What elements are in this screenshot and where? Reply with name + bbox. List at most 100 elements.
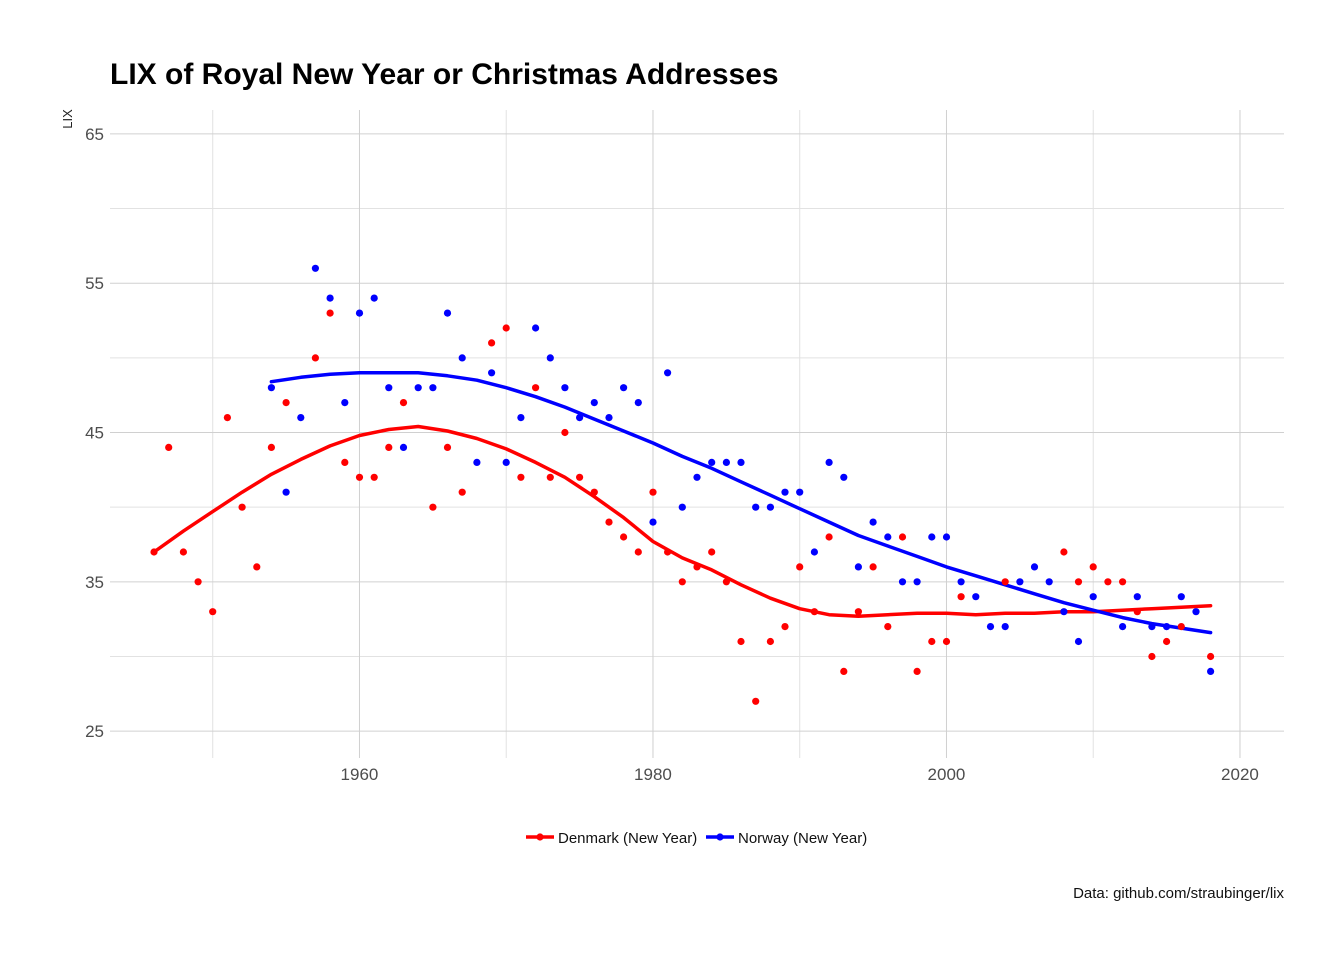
data-point-norway bbox=[664, 369, 672, 377]
data-point-denmark bbox=[546, 473, 554, 481]
data-point-norway bbox=[517, 414, 525, 422]
data-point-norway bbox=[810, 548, 819, 556]
data-point-norway bbox=[488, 369, 496, 377]
data-point-denmark bbox=[854, 608, 863, 616]
data-point-norway bbox=[576, 414, 584, 422]
data-point-norway bbox=[986, 623, 995, 631]
data-point-norway bbox=[693, 473, 701, 481]
data-point-norway bbox=[443, 309, 452, 317]
data-point-norway bbox=[781, 488, 789, 496]
data-point-norway bbox=[825, 458, 833, 466]
data-point-denmark bbox=[1089, 563, 1097, 571]
data-point-denmark bbox=[458, 488, 466, 496]
data-point-denmark bbox=[1207, 652, 1215, 661]
data-point-norway bbox=[869, 518, 877, 526]
data-point-denmark bbox=[1148, 652, 1156, 661]
data-point-denmark bbox=[267, 443, 275, 451]
data-point-denmark bbox=[825, 533, 833, 541]
data-point-norway bbox=[429, 384, 437, 392]
data-point-denmark bbox=[355, 473, 364, 481]
y-axis-label: LIX bbox=[60, 109, 75, 129]
data-point-norway bbox=[928, 533, 936, 541]
data-point-denmark bbox=[942, 637, 951, 646]
data-point-denmark bbox=[179, 548, 187, 556]
data-point-norway bbox=[634, 399, 642, 407]
data-point-denmark bbox=[737, 637, 745, 646]
data-point-norway bbox=[840, 473, 848, 481]
data-point-norway bbox=[370, 294, 378, 302]
data-point-norway bbox=[1060, 608, 1068, 616]
data-point-norway bbox=[678, 503, 686, 511]
data-point-denmark bbox=[561, 428, 569, 437]
data-point-norway bbox=[1119, 623, 1127, 631]
data-point-norway bbox=[297, 414, 305, 422]
chart-caption: Data: github.com/straubinger/lix bbox=[1073, 885, 1284, 902]
data-point-norway bbox=[267, 384, 275, 392]
data-point-denmark bbox=[443, 443, 452, 451]
data-point-norway bbox=[752, 503, 760, 511]
data-point-denmark bbox=[488, 339, 496, 347]
x-tick-label: 2020 bbox=[1221, 765, 1259, 784]
data-point-norway bbox=[1148, 623, 1156, 631]
data-point-norway bbox=[414, 384, 422, 392]
data-point-norway bbox=[957, 578, 965, 586]
data-point-norway bbox=[355, 309, 364, 317]
data-point-norway bbox=[605, 414, 613, 422]
data-point-norway bbox=[502, 458, 510, 466]
data-point-denmark bbox=[957, 593, 965, 601]
data-point-denmark bbox=[532, 384, 540, 392]
data-point-denmark bbox=[766, 637, 775, 646]
data-point-norway bbox=[385, 384, 393, 392]
data-point-denmark bbox=[1060, 548, 1068, 556]
data-point-norway bbox=[913, 578, 921, 586]
data-point-denmark bbox=[209, 608, 217, 616]
data-point-denmark bbox=[253, 563, 261, 571]
data-point-norway bbox=[796, 488, 804, 496]
data-point-norway bbox=[590, 399, 598, 407]
data-point-denmark bbox=[326, 309, 334, 317]
data-point-denmark bbox=[678, 578, 686, 586]
legend-swatch-point bbox=[536, 833, 544, 841]
smooth-lines bbox=[152, 371, 1213, 635]
data-point-norway bbox=[1045, 578, 1053, 586]
data-point-denmark bbox=[311, 354, 319, 362]
y-tick-label: 45 bbox=[85, 424, 104, 443]
data-point-denmark bbox=[223, 414, 231, 422]
data-point-denmark bbox=[884, 623, 892, 631]
data-point-denmark bbox=[1177, 623, 1185, 631]
data-point-denmark bbox=[1001, 578, 1009, 586]
data-point-denmark bbox=[810, 608, 819, 616]
data-point-denmark bbox=[282, 399, 290, 407]
data-point-norway bbox=[854, 563, 863, 571]
data-point-denmark bbox=[693, 563, 701, 571]
data-point-norway bbox=[766, 503, 775, 511]
data-point-norway bbox=[737, 458, 745, 466]
data-point-norway bbox=[1177, 593, 1185, 601]
data-point-denmark bbox=[928, 637, 936, 646]
data-point-denmark bbox=[840, 667, 848, 676]
data-point-denmark bbox=[664, 548, 672, 556]
data-point-denmark bbox=[502, 324, 510, 332]
data-point-norway bbox=[1207, 667, 1215, 676]
x-tick-label: 1960 bbox=[341, 765, 379, 784]
legend: Denmark (New Year) Norway (New Year) bbox=[526, 830, 867, 847]
data-point-norway bbox=[898, 578, 907, 586]
data-point-norway bbox=[311, 264, 319, 272]
axis-tick-labels: 1960 1980 2000 2020 25 35 45 55 65 bbox=[85, 125, 1259, 784]
data-point-denmark bbox=[370, 473, 378, 481]
data-point-denmark bbox=[708, 548, 716, 556]
data-point-denmark bbox=[1133, 608, 1141, 616]
data-point-norway bbox=[1192, 608, 1200, 616]
data-point-denmark bbox=[517, 473, 525, 481]
data-point-denmark bbox=[238, 503, 246, 511]
data-point-denmark bbox=[576, 473, 584, 481]
data-point-denmark bbox=[605, 518, 613, 526]
legend-label: Norway (New Year) bbox=[738, 830, 867, 847]
data-point-norway bbox=[620, 384, 628, 392]
data-point-norway bbox=[399, 443, 408, 451]
data-point-denmark bbox=[634, 548, 642, 556]
data-point-denmark bbox=[341, 458, 349, 466]
data-point-denmark bbox=[649, 488, 657, 496]
y-tick-label: 65 bbox=[85, 125, 104, 144]
data-point-norway bbox=[1016, 578, 1024, 586]
